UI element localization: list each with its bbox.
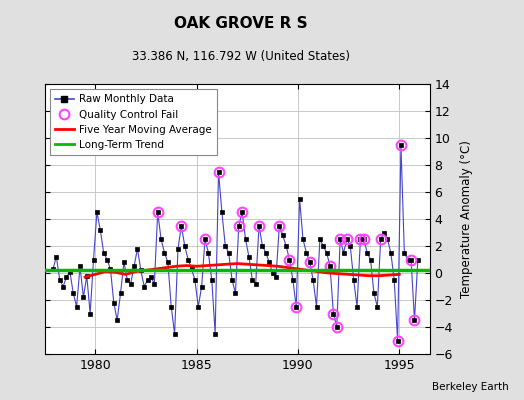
- Y-axis label: Temperature Anomaly (°C): Temperature Anomaly (°C): [460, 140, 473, 298]
- Legend: Raw Monthly Data, Quality Control Fail, Five Year Moving Average, Long-Term Tren: Raw Monthly Data, Quality Control Fail, …: [50, 89, 217, 155]
- Text: 33.386 N, 116.792 W (United States): 33.386 N, 116.792 W (United States): [132, 50, 350, 63]
- Text: OAK GROVE R S: OAK GROVE R S: [174, 16, 308, 31]
- Text: Berkeley Earth: Berkeley Earth: [432, 382, 508, 392]
